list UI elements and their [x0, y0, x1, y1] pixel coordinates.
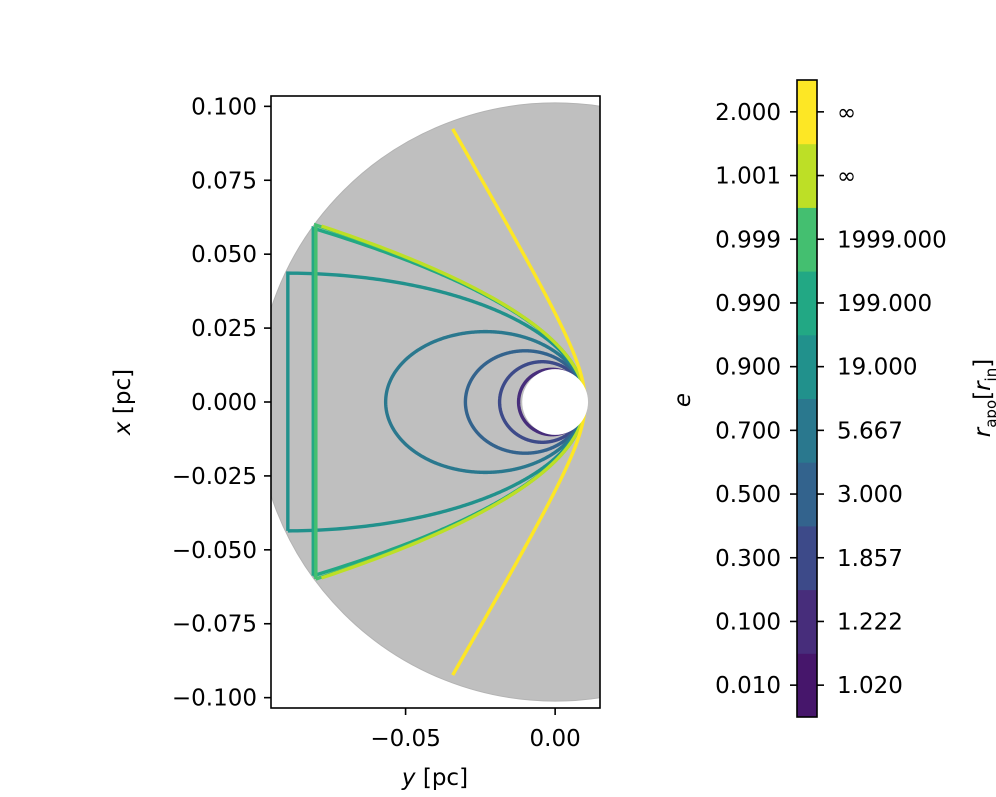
- colorbar-e-label: 2.000: [715, 100, 781, 126]
- colorbar-rapo-label: 1999.000: [837, 227, 947, 253]
- colorbar-e-label: 0.900: [715, 355, 781, 381]
- y-tick-label: −0.100: [172, 686, 257, 712]
- colorbar-e-label: 0.999: [715, 227, 781, 253]
- y-axis-label: x [pc]: [110, 369, 136, 436]
- colorbar-rapo-label: 1.222: [837, 609, 903, 635]
- y-axis-ticks: 0.100 0.075 0.050 0.025 0.000 −0.025 −0.050 −0.…: [172, 94, 271, 712]
- y-tick-label: −0.050: [172, 538, 257, 564]
- y-tick-label: 0.100: [191, 94, 257, 120]
- colorbar-e-label: 0.010: [715, 673, 781, 699]
- colorbar-e-label: 0.700: [715, 418, 781, 444]
- colorbar-rapo-label: ∞: [837, 164, 856, 190]
- y-tick-label: −0.025: [172, 464, 257, 490]
- colorbar-band: [797, 589, 817, 654]
- colorbar-band: [797, 653, 817, 718]
- x-tick-label: 0.00: [530, 726, 581, 752]
- colorbar-e-label: 0.990: [715, 291, 781, 317]
- colorbar-e-label: 1.001: [715, 164, 781, 190]
- colorbar-band: [797, 80, 817, 145]
- y-tick-label: 0.025: [191, 316, 257, 342]
- colorbar-band: [797, 525, 817, 591]
- x-axis-ticks: −0.05 0.00: [370, 708, 581, 752]
- outer-disk-region: [271, 102, 600, 702]
- colorbar-rapo-label: 3.000: [837, 482, 903, 508]
- colorbar-e-label: 0.500: [715, 482, 781, 508]
- colorbar-right-label: rapo[rin]: [970, 359, 996, 437]
- x-axis-label: y [pc]: [401, 765, 468, 791]
- colorbar-rapo-label: ∞: [837, 100, 856, 126]
- y-tick-label: 0.000: [191, 390, 257, 416]
- colorbar-left-label: e: [670, 393, 696, 407]
- colorbar-band: [797, 143, 817, 208]
- colorbar-band: [797, 207, 817, 272]
- colorbar-rapo-label: 19.000: [837, 355, 917, 381]
- colorbar-rapo-label: 5.667: [837, 418, 903, 444]
- colorbar: 0.010 0.100 0.300 0.500 0.700 0.900 0.990 0.999…: [670, 79, 996, 718]
- colorbar-e-label: 0.300: [715, 546, 781, 572]
- colorbar-rapo-label: 1.020: [837, 673, 903, 699]
- plot-area: −0.05 0.00 0.100 0.075 0.050 0.025 0.000 −0.02…: [172, 94, 601, 752]
- y-tick-label: 0.050: [191, 242, 257, 268]
- colorbar-frame: [796, 79, 818, 718]
- y-tick-label: −0.075: [172, 612, 257, 638]
- colorbar-e-label: 0.100: [715, 609, 781, 635]
- colorbar-band: [797, 271, 817, 336]
- colorbar-band: [797, 398, 817, 463]
- y-tick-label: 0.075: [191, 168, 257, 194]
- colorbar-rapo-label: 199.000: [837, 291, 932, 317]
- colorbar-band: [797, 334, 817, 399]
- x-tick-label: −0.05: [370, 726, 440, 752]
- colorbar-band: [797, 462, 817, 527]
- colorbar-rapo-label: 1.857: [837, 546, 903, 572]
- inner-hole: [522, 369, 589, 435]
